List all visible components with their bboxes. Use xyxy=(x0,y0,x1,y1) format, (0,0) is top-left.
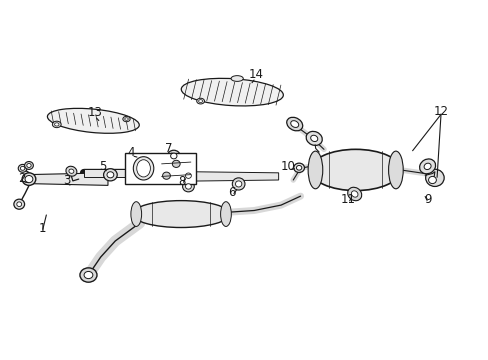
Ellipse shape xyxy=(293,163,304,172)
Ellipse shape xyxy=(25,176,33,183)
Ellipse shape xyxy=(310,135,317,141)
Ellipse shape xyxy=(107,172,114,178)
Ellipse shape xyxy=(182,170,194,181)
Ellipse shape xyxy=(235,181,242,187)
Ellipse shape xyxy=(351,191,357,197)
Text: 7: 7 xyxy=(165,142,172,155)
Ellipse shape xyxy=(18,165,27,172)
Ellipse shape xyxy=(347,187,361,201)
Ellipse shape xyxy=(290,121,298,127)
Ellipse shape xyxy=(425,169,443,186)
Ellipse shape xyxy=(52,121,61,128)
Ellipse shape xyxy=(196,98,204,104)
Ellipse shape xyxy=(296,166,301,170)
Text: 6: 6 xyxy=(228,186,236,199)
Text: 5: 5 xyxy=(99,160,106,173)
Ellipse shape xyxy=(181,78,283,106)
Ellipse shape xyxy=(27,163,31,167)
Text: 11: 11 xyxy=(340,193,355,206)
Ellipse shape xyxy=(310,149,400,190)
Polygon shape xyxy=(83,169,125,177)
Ellipse shape xyxy=(132,201,229,228)
Ellipse shape xyxy=(66,166,77,176)
Ellipse shape xyxy=(185,173,191,179)
Ellipse shape xyxy=(20,166,25,170)
Text: 10: 10 xyxy=(281,160,295,173)
Ellipse shape xyxy=(307,151,322,189)
Ellipse shape xyxy=(162,172,170,179)
Ellipse shape xyxy=(103,169,117,181)
Text: 14: 14 xyxy=(248,68,263,81)
Ellipse shape xyxy=(220,202,231,226)
Ellipse shape xyxy=(185,184,191,189)
Bar xyxy=(125,153,195,184)
Ellipse shape xyxy=(80,268,97,282)
Polygon shape xyxy=(27,173,108,185)
Text: 9: 9 xyxy=(424,193,431,206)
Ellipse shape xyxy=(423,163,430,170)
Ellipse shape xyxy=(69,169,74,174)
Ellipse shape xyxy=(22,173,36,185)
Ellipse shape xyxy=(167,150,180,162)
Ellipse shape xyxy=(24,162,33,170)
Ellipse shape xyxy=(47,108,139,133)
Ellipse shape xyxy=(231,76,243,81)
Ellipse shape xyxy=(170,153,177,159)
Ellipse shape xyxy=(182,181,194,192)
Text: 4: 4 xyxy=(127,145,135,158)
Text: 3: 3 xyxy=(62,174,70,187)
Ellipse shape xyxy=(388,151,403,189)
Text: 8: 8 xyxy=(178,175,185,188)
Text: 2: 2 xyxy=(19,172,26,185)
Ellipse shape xyxy=(124,118,128,120)
Polygon shape xyxy=(193,172,278,181)
Ellipse shape xyxy=(84,271,93,279)
Ellipse shape xyxy=(14,199,24,209)
Ellipse shape xyxy=(137,160,150,177)
Ellipse shape xyxy=(172,160,180,167)
Ellipse shape xyxy=(305,131,322,145)
Text: 12: 12 xyxy=(433,105,447,118)
Text: 13: 13 xyxy=(87,106,102,119)
Ellipse shape xyxy=(286,117,302,131)
Ellipse shape xyxy=(133,157,154,180)
Ellipse shape xyxy=(232,178,244,190)
Text: 1: 1 xyxy=(39,222,46,235)
Ellipse shape xyxy=(122,116,130,122)
Ellipse shape xyxy=(131,202,142,226)
Ellipse shape xyxy=(55,123,59,126)
Ellipse shape xyxy=(17,202,21,207)
Ellipse shape xyxy=(419,159,435,174)
Ellipse shape xyxy=(198,100,202,103)
Ellipse shape xyxy=(427,176,435,184)
